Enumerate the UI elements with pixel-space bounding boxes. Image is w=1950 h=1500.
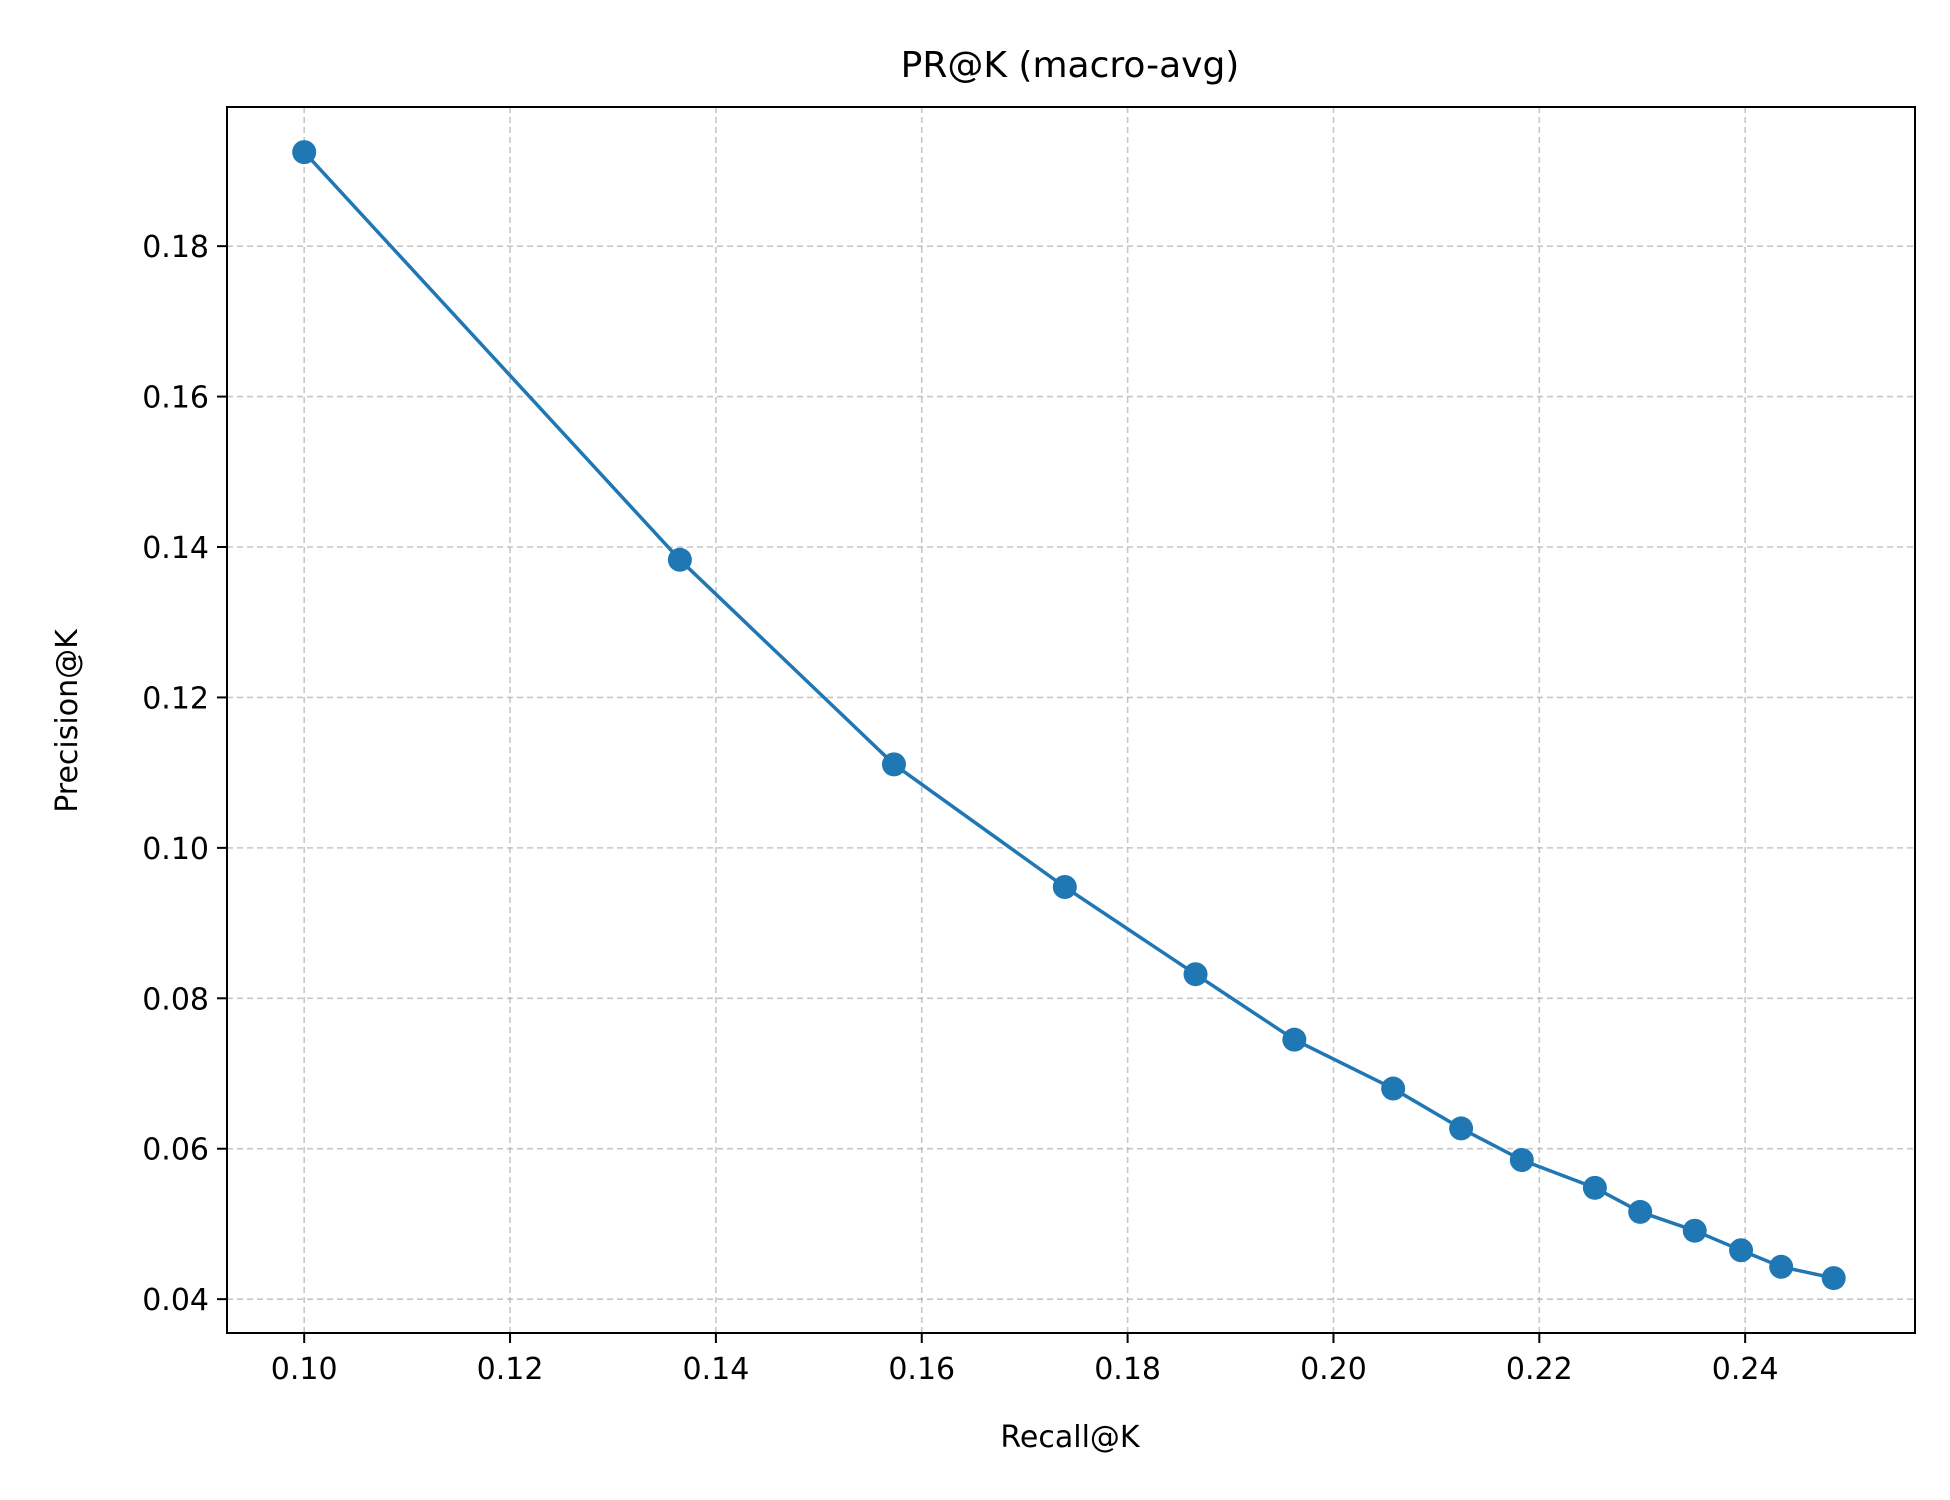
data-point xyxy=(1582,1175,1607,1200)
series xyxy=(292,140,1846,1291)
y-tick-label: 0.12 xyxy=(142,681,209,716)
chart-title: PR@K (macro-avg) xyxy=(901,45,1240,86)
data-point xyxy=(1821,1266,1846,1291)
data-point xyxy=(1282,1027,1307,1052)
data-point xyxy=(881,752,906,777)
data-point xyxy=(292,140,317,165)
y-tick-label: 0.08 xyxy=(142,982,209,1017)
y-tick-label: 0.04 xyxy=(142,1283,209,1318)
x-tick-label: 0.16 xyxy=(888,1352,955,1387)
y-tick-label: 0.06 xyxy=(142,1133,209,1168)
data-point xyxy=(1628,1199,1653,1224)
y-tick-label: 0.16 xyxy=(142,381,209,416)
x-tick-label: 0.14 xyxy=(683,1352,750,1387)
data-point xyxy=(667,547,692,572)
plot-frame xyxy=(226,106,1916,1334)
data-point xyxy=(1509,1148,1534,1173)
x-tick-label: 0.20 xyxy=(1300,1352,1367,1387)
data-point xyxy=(1729,1238,1754,1263)
grid xyxy=(227,107,1915,1333)
x-tick-label: 0.12 xyxy=(477,1352,544,1387)
x-tick-label: 0.24 xyxy=(1712,1352,1779,1387)
x-tick-label: 0.10 xyxy=(271,1352,338,1387)
y-tick-label: 0.18 xyxy=(142,230,209,265)
data-point xyxy=(1682,1218,1707,1243)
y-tick-label: 0.14 xyxy=(142,531,209,566)
data-point xyxy=(1052,874,1077,899)
y-tick-label: 0.10 xyxy=(142,832,209,867)
y-axis-label: Precision@K xyxy=(50,628,85,813)
data-point xyxy=(1449,1116,1474,1141)
data-point xyxy=(1769,1254,1794,1279)
data-point xyxy=(1381,1076,1406,1101)
axes: 0.10 0.12 0.14 0.16 0.18 0.20 0.22 0.24 0.04 0.06… xyxy=(142,106,1916,1387)
x-tick-label: 0.22 xyxy=(1506,1352,1573,1387)
x-axis-label: Recall@K xyxy=(1000,1420,1141,1455)
data-point xyxy=(1183,962,1208,987)
x-tick-label: 0.18 xyxy=(1094,1352,1161,1387)
